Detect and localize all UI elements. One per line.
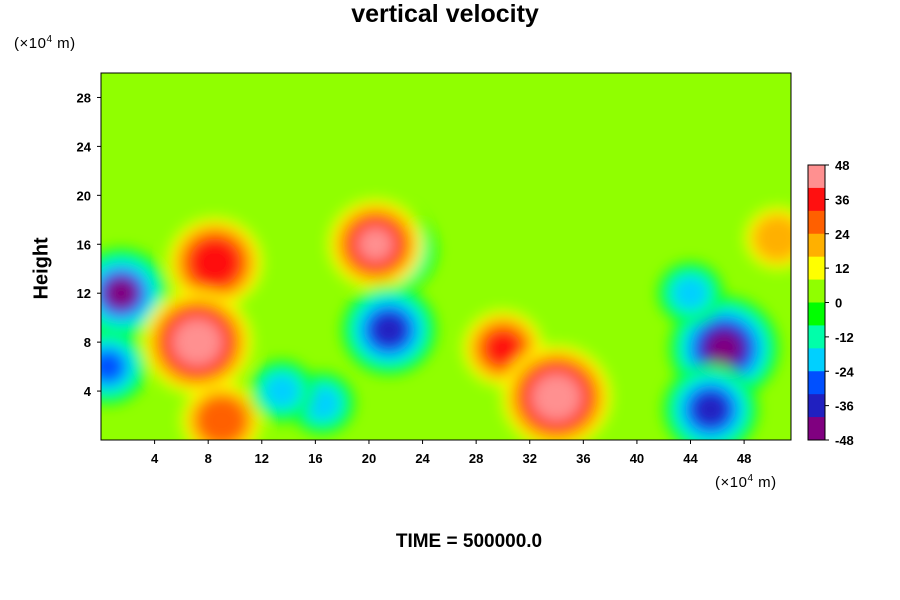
x-tick-label: 8: [205, 451, 212, 466]
x-tick-label: 40: [630, 451, 644, 466]
y-axis-unit: (×104 m): [14, 34, 76, 52]
contour-level: [103, 276, 139, 311]
y-tick-label: 4: [84, 384, 92, 399]
colorbar-swatch: [808, 256, 825, 269]
colorbar-swatch: [808, 279, 825, 292]
contour-level: [759, 221, 791, 256]
colorbar-swatch: [808, 428, 825, 441]
contour-level: [264, 374, 300, 409]
contour-level: [203, 403, 240, 438]
x-axis-unit: (×104 m): [715, 473, 777, 491]
plot-frame: [100, 72, 792, 441]
colorbar-swatch: [808, 199, 825, 212]
y-tick-label: 28: [77, 90, 91, 105]
colorbar: 48 36 24 12 0 -12 -24 -36 -48: [807, 158, 855, 448]
x-tick-label: 12: [255, 451, 269, 466]
x-tick-label: 4: [151, 451, 159, 466]
y-tick-label: 12: [77, 286, 91, 301]
colorbar-tick-label: -24: [835, 364, 855, 379]
y-tick-label: 16: [77, 237, 91, 252]
x-tick-label: 32: [523, 451, 537, 466]
colorbar-swatch: [808, 359, 825, 372]
x-tick-label: 48: [737, 451, 751, 466]
colorbar-swatch: [808, 291, 825, 303]
contour-level: [101, 349, 126, 384]
colorbar-swatch: [808, 268, 825, 281]
contour-field: [101, 73, 791, 440]
colorbar-swatch: [808, 371, 825, 384]
colorbar-swatch: [808, 417, 825, 430]
colorbar-swatch: [808, 176, 825, 189]
colorbar-swatch: [808, 325, 825, 338]
time-label: TIME = 500000.0: [395, 531, 543, 552]
contour-level: [485, 331, 521, 366]
colorbar-tick-label: -48: [835, 433, 854, 448]
colorbar-tick-label: 12: [835, 261, 849, 276]
x-tick-label: 16: [308, 451, 322, 466]
contour-level: [371, 312, 407, 347]
colorbar-swatch: [808, 233, 825, 246]
colorbar-swatch: [808, 302, 825, 315]
y-tick-label: 24: [77, 139, 92, 154]
colorbar-swatch: [808, 210, 825, 223]
x-tick-label: 24: [415, 451, 430, 466]
colorbar-swatch: [808, 245, 825, 258]
contour-level: [357, 227, 394, 262]
y-tick-label: 8: [84, 335, 91, 350]
chart-title: vertical velocity: [351, 0, 539, 28]
x-tick-label: 20: [362, 451, 376, 466]
colorbar-swatch: [808, 348, 825, 361]
contour-level: [197, 245, 233, 280]
colorbar-swatch: [808, 165, 825, 177]
colorbar-swatch: [808, 187, 825, 200]
x-axis: 4 8 12 16 20 24 28 32 36 40 44 48: [151, 440, 751, 466]
y-axis: 4 8 12 16 20 24 28: [77, 90, 101, 399]
colorbar-tick-label: 24: [835, 227, 850, 242]
x-tick-label: 28: [469, 451, 483, 466]
colorbar-swatch: [808, 336, 825, 349]
field-features: [101, 199, 791, 440]
contour-level: [538, 380, 575, 415]
x-tick-label: 36: [576, 451, 590, 466]
colorbar-tick-label: 36: [835, 192, 849, 207]
colorbar-swatch: [808, 405, 825, 418]
colorbar-swatch: [808, 313, 825, 326]
colorbar-swatch: [808, 394, 825, 407]
colorbar-tick-label: -12: [835, 330, 854, 345]
contour-level: [692, 392, 729, 427]
colorbar-tick-label: 48: [835, 158, 849, 173]
contour-level: [179, 325, 216, 360]
contour-level: [672, 276, 709, 311]
contour-level: [706, 331, 742, 366]
y-tick-label: 20: [77, 188, 91, 203]
colorbar-tick-label: -36: [835, 399, 854, 414]
colorbar-swatch: [808, 222, 825, 235]
colorbar-swatch: [808, 382, 825, 395]
x-tick-label: 44: [683, 451, 698, 466]
colorbar-tick-label: 0: [835, 296, 842, 311]
